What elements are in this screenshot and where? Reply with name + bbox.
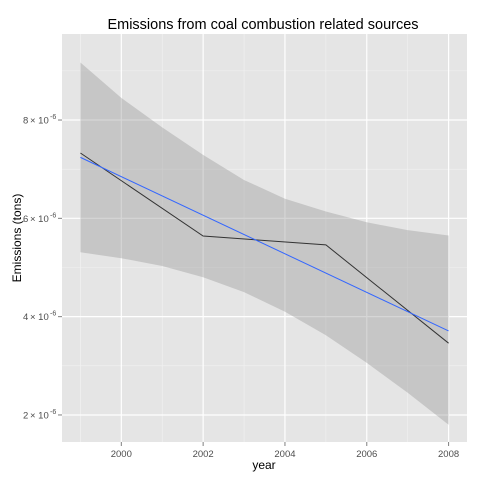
x-tick-label: 2000 (111, 449, 132, 460)
trend-layer (80, 156, 449, 332)
minor-gridlines (62, 34, 467, 442)
major-gridlines (62, 34, 467, 442)
y-tick-base: × 10 (30, 312, 49, 323)
y-tick-exponent: -6 (50, 212, 56, 219)
chart-title: Emissions from coal combustion related s… (107, 17, 418, 33)
series-line (80, 152, 449, 344)
x-axis-label: year (252, 458, 275, 472)
y-axis: 2 × 10 -64 × 10 -66 × 10 -68 × 10 -6 (23, 114, 62, 421)
y-tick-label: 4 × 10 -6 (23, 311, 56, 324)
x-tick-label: 2008 (438, 449, 459, 460)
y-tick-mantissa: 8 (23, 116, 28, 127)
y-tick-exponent: -6 (50, 311, 56, 318)
x-tick-label: 2006 (356, 449, 377, 460)
series-layer (80, 152, 449, 344)
y-tick-base: × 10 (30, 410, 49, 421)
x-tick-label: 2002 (193, 449, 214, 460)
y-tick-label: 2 × 10 -6 (23, 409, 56, 422)
y-tick-mantissa: 2 (23, 410, 28, 421)
trend-line (80, 156, 449, 332)
y-tick-label: 6 × 10 -6 (23, 212, 56, 225)
y-tick-mantissa: 6 (23, 214, 28, 225)
y-tick-label: 8 × 10 -6 (23, 114, 56, 127)
y-tick-base: × 10 (30, 214, 49, 225)
y-tick-mantissa: 4 (23, 312, 28, 323)
x-tick-label: 2004 (274, 449, 295, 460)
y-tick-exponent: -6 (50, 409, 56, 416)
plot-panel (62, 34, 467, 442)
y-axis-label: Emissions (tons) (10, 194, 24, 283)
y-tick-exponent: -6 (50, 114, 56, 121)
y-tick-base: × 10 (30, 116, 49, 127)
x-axis: 2000 2002 2004 2006 2008 (111, 442, 459, 460)
